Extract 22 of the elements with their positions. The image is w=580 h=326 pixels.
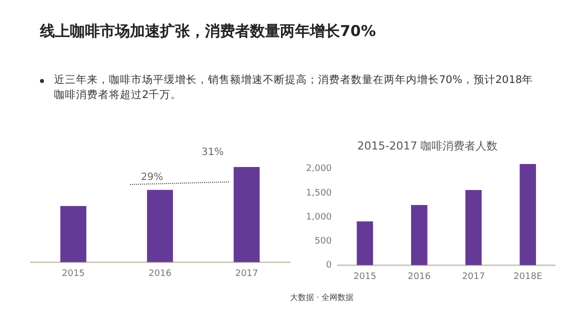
chart-title: 2015-2017 咖啡消费者人数 [357,139,498,152]
bar [465,190,482,266]
x-tick-label: 2016 [408,272,431,282]
text: 大数据 · 全网数据 [290,292,355,303]
y-tick-label: 1,500 [306,188,332,198]
x-tick-label: 2017 [235,268,258,279]
bar [520,164,536,266]
bar [411,204,428,266]
x-tick-label: 2017 [462,272,485,282]
text: 31% [202,147,224,158]
text: 近三年来，咖啡市场平缓增长，销售额增速不断提高；消费者数量在两年内增长70%，预计2018年咖啡消费者将超过2千万。 [54,73,534,103]
bar [356,221,374,266]
y-tick-label: 2,000 [306,164,332,174]
x-tick-label: 2015 [353,272,376,282]
x-tick-label: 2018E [514,272,542,282]
y-tick-label: 500 [314,236,332,246]
x-tick-label: 2016 [148,268,172,279]
text: 线上咖啡市场加速扩张，消费者数量两年增长70% [40,22,377,41]
y-tick-label: 1,000 [306,212,332,222]
annotation: 29% [140,172,164,183]
x-tick-label: 2015 [62,268,85,279]
y-tick-label: 0 [326,260,332,271]
